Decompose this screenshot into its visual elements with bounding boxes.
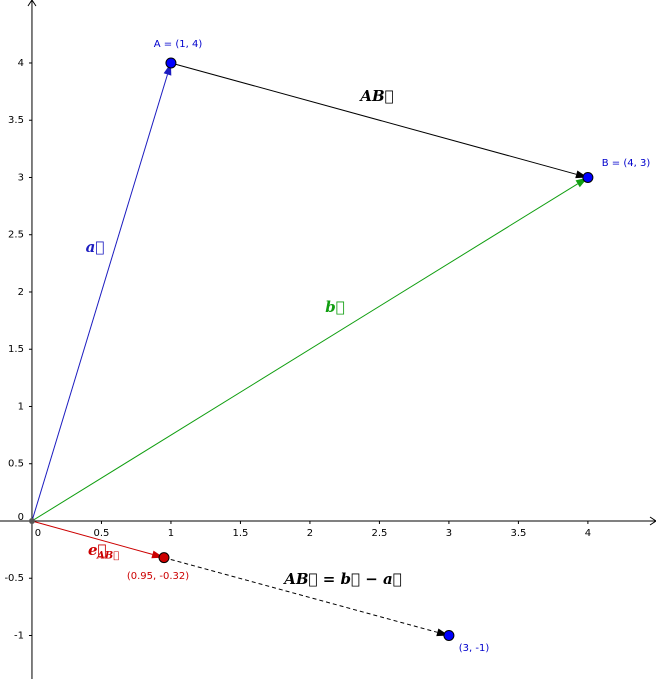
point [443, 629, 455, 641]
vector [31, 183, 578, 522]
point-label: A = (1, 4) [154, 39, 203, 50]
y-tick-label: 0.5 [8, 459, 24, 470]
vector-label-subscript: AB⃗ [96, 551, 119, 562]
x-axis-arrow [649, 516, 656, 526]
y-axis-arrow [27, 0, 37, 7]
y-tick-label: 1.5 [8, 344, 24, 355]
x-tick-label: 0.5 [94, 528, 110, 539]
y-tick-label: 0 [18, 512, 24, 523]
x-tick-label: 1.5 [232, 528, 248, 539]
y-tick-label: 2.5 [8, 230, 24, 241]
vector [163, 557, 438, 633]
x-tick-label: 3 [446, 528, 452, 539]
vector [170, 62, 577, 175]
y-tick-label: 3 [18, 172, 24, 183]
vector [31, 74, 168, 522]
y-tick-label: -0.5 [4, 573, 24, 584]
point-label: (3, -1) [459, 643, 490, 654]
x-tick-label: 2.5 [371, 528, 387, 539]
vector-label: AB⃗ = b⃗ − a⃗ [282, 570, 402, 588]
vector-label: b⃗ [325, 298, 345, 316]
y-tick-label: 1 [18, 401, 24, 412]
y-tick-label: 3.5 [8, 115, 24, 126]
vector-label: AB⃗ [358, 87, 393, 105]
point-label: (0.95, -0.32) [127, 571, 189, 582]
y-tick-label: 4 [18, 58, 24, 69]
x-tick-label: 3.5 [510, 528, 526, 539]
vector-label: a⃗ [86, 238, 105, 256]
point [165, 57, 177, 69]
vector [31, 520, 153, 555]
point-label: B = (4, 3) [602, 158, 651, 169]
x-tick-label: 2 [307, 528, 313, 539]
point [158, 552, 170, 564]
x-tick-label: 4 [585, 528, 591, 539]
point [582, 171, 594, 183]
x-tick-label: 1 [168, 528, 174, 539]
vector-label: e⃗ [88, 541, 107, 559]
y-tick-label: -1 [14, 630, 24, 641]
y-tick-label: 2 [18, 287, 24, 298]
origin-point [28, 517, 35, 524]
x-tick-label: 0 [35, 528, 41, 539]
